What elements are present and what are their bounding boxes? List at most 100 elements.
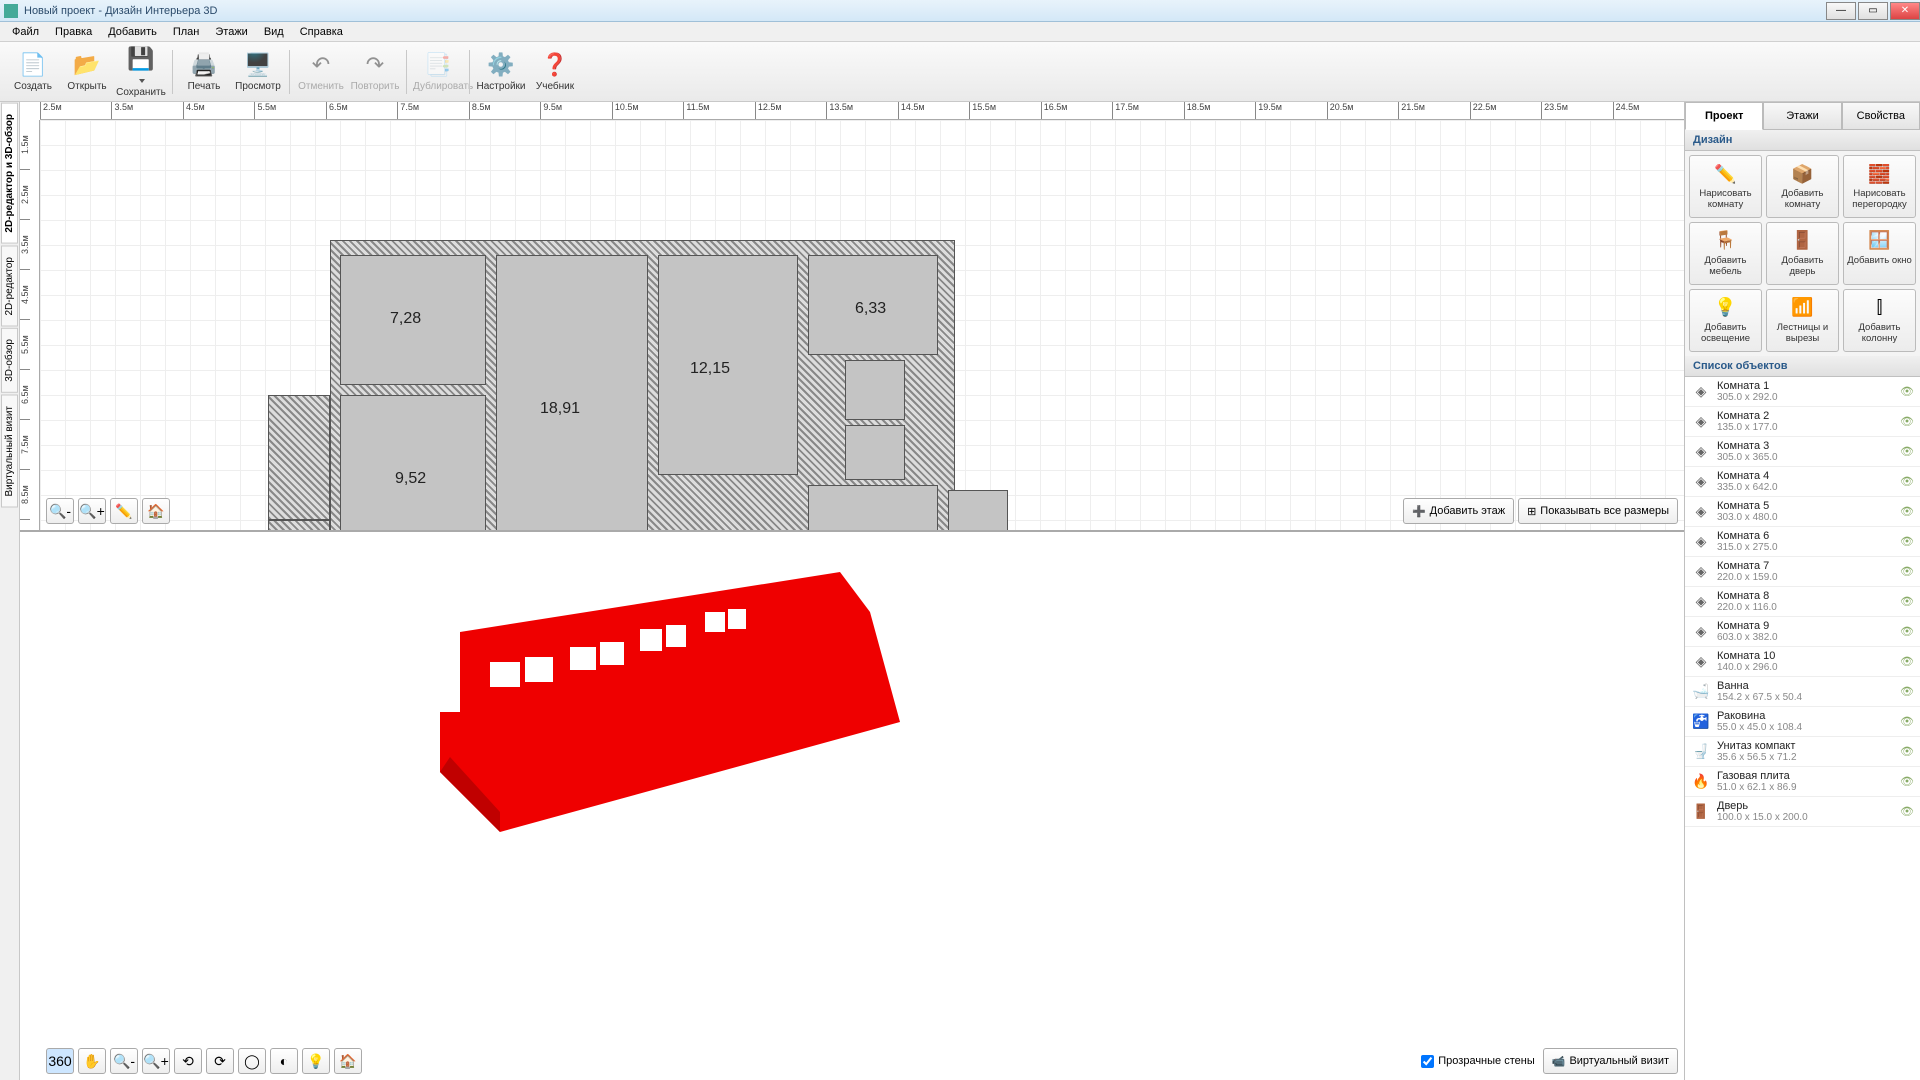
transparent-walls-input[interactable]: [1421, 1055, 1434, 1068]
zoom-out-3d-button[interactable]: 🔍-: [110, 1048, 138, 1074]
grid-canvas[interactable]: 7,2818,9112,156,339,52: [40, 120, 1684, 530]
object-row[interactable]: 🛁Ванна154.2 x 67.5 x 50.4👁: [1685, 677, 1920, 707]
menu-Вид[interactable]: Вид: [256, 24, 292, 40]
menu-План[interactable]: План: [165, 24, 208, 40]
room-area-label: 18,91: [540, 400, 580, 418]
visibility-icon[interactable]: 👁: [1900, 565, 1914, 578]
visibility-icon[interactable]: 👁: [1900, 475, 1914, 488]
room-5[interactable]: [340, 395, 486, 532]
object-row[interactable]: ◈Комната 1305.0 x 292.0👁: [1685, 377, 1920, 407]
virtual-visit-button[interactable]: 📹Виртуальный визит: [1543, 1048, 1678, 1074]
select-1-button[interactable]: ◯: [238, 1048, 266, 1074]
view-3d[interactable]: 360 ✋ 🔍- 🔍+ ⟲ ⟳ ◯ ◐ 💡 🏠 Прозрачные стены…: [20, 532, 1684, 1080]
object-row[interactable]: 🚽Унитаз компакт35.6 x 56.5 x 71.2👁: [1685, 737, 1920, 767]
toolbar-Настройки[interactable]: ⚙️Настройки: [474, 47, 528, 96]
toolbar-Печать[interactable]: 🖨️Печать: [177, 47, 231, 96]
zoom-out-button[interactable]: 🔍-: [46, 498, 74, 524]
rotate-right-button[interactable]: ⟳: [206, 1048, 234, 1074]
visibility-icon[interactable]: 👁: [1900, 415, 1914, 428]
design-btn-Нарисовать-перегородку[interactable]: 🧱Нарисовать перегородку: [1843, 155, 1916, 218]
object-row[interactable]: ◈Комната 9603.0 x 382.0👁: [1685, 617, 1920, 647]
visibility-icon[interactable]: 👁: [1900, 715, 1914, 728]
toolbar-Открыть[interactable]: 📂Открыть: [60, 47, 114, 96]
draw-button[interactable]: ✏️: [110, 498, 138, 524]
toolbar-Создать[interactable]: 📄Создать: [6, 47, 60, 96]
visibility-icon[interactable]: 👁: [1900, 655, 1914, 668]
view360-button[interactable]: 360: [46, 1048, 74, 1074]
visibility-icon[interactable]: 👁: [1900, 595, 1914, 608]
home-3d-button[interactable]: 🏠: [334, 1048, 362, 1074]
object-row[interactable]: ◈Комната 7220.0 x 159.0👁: [1685, 557, 1920, 587]
visibility-icon[interactable]: 👁: [1900, 685, 1914, 698]
panel-tab-Свойства[interactable]: Свойства: [1842, 102, 1920, 130]
right-panel: ПроектЭтажиСвойства Дизайн ✏️Нарисовать …: [1684, 102, 1920, 1080]
object-row[interactable]: ◈Комната 10140.0 x 296.0👁: [1685, 647, 1920, 677]
object-row[interactable]: ◈Комната 4335.0 x 642.0👁: [1685, 467, 1920, 497]
visibility-icon[interactable]: 👁: [1900, 385, 1914, 398]
room-7[interactable]: [845, 425, 905, 480]
show-sizes-button[interactable]: ⊞Показывать все размеры: [1518, 498, 1678, 524]
pan-button[interactable]: ✋: [78, 1048, 106, 1074]
panel-tab-Этажи[interactable]: Этажи: [1763, 102, 1841, 130]
design-btn-Добавить-окно[interactable]: 🪟Добавить окно: [1843, 222, 1916, 285]
visibility-icon[interactable]: 👁: [1900, 745, 1914, 758]
design-btn-Добавить-дверь[interactable]: 🚪Добавить дверь: [1766, 222, 1839, 285]
menu-Правка[interactable]: Правка: [47, 24, 100, 40]
rotate-left-button[interactable]: ⟲: [174, 1048, 202, 1074]
dropdown-arrow-icon[interactable]: [139, 79, 145, 83]
transparent-walls-checkbox[interactable]: Прозрачные стены: [1421, 1055, 1534, 1068]
side-tab-2[interactable]: 3D-обзор: [1, 328, 18, 393]
design-icon: 📶: [1789, 296, 1817, 320]
visibility-icon[interactable]: 👁: [1900, 775, 1914, 788]
visibility-icon[interactable]: 👁: [1900, 505, 1914, 518]
design-btn-Лестницы-и-вырезы[interactable]: 📶Лестницы и вырезы: [1766, 289, 1839, 352]
menu-Этажи[interactable]: Этажи: [207, 24, 255, 40]
balcony[interactable]: [268, 520, 330, 532]
object-row[interactable]: ◈Комната 5303.0 x 480.0👁: [1685, 497, 1920, 527]
object-row[interactable]: ◈Комната 2135.0 x 177.0👁: [1685, 407, 1920, 437]
visibility-icon[interactable]: 👁: [1900, 535, 1914, 548]
visibility-icon[interactable]: 👁: [1900, 445, 1914, 458]
side-tab-1[interactable]: 2D-редактор: [1, 246, 18, 327]
object-text: Комната 1305.0 x 292.0: [1717, 380, 1900, 403]
menu-Файл[interactable]: Файл: [4, 24, 47, 40]
close-button[interactable]: ✕: [1890, 2, 1920, 20]
room-6[interactable]: [845, 360, 905, 420]
design-btn-Нарисовать-комнату[interactable]: ✏️Нарисовать комнату: [1689, 155, 1762, 218]
balcony[interactable]: [268, 395, 330, 520]
object-text: Комната 3305.0 x 365.0: [1717, 440, 1900, 463]
toolbar-Учебник[interactable]: ❓Учебник: [528, 47, 582, 96]
menu-Справка[interactable]: Справка: [292, 24, 351, 40]
object-row[interactable]: 🚰Раковина55.0 x 45.0 x 108.4👁: [1685, 707, 1920, 737]
maximize-button[interactable]: ▭: [1858, 2, 1888, 20]
light-button[interactable]: 💡: [302, 1048, 330, 1074]
object-row[interactable]: 🚪Дверь100.0 x 15.0 x 200.0👁: [1685, 797, 1920, 827]
object-row[interactable]: 🔥Газовая плита51.0 x 62.1 x 86.9👁: [1685, 767, 1920, 797]
design-btn-Добавить-освещение[interactable]: 💡Добавить освещение: [1689, 289, 1762, 352]
zoom-in-3d-button[interactable]: 🔍+: [142, 1048, 170, 1074]
minimize-button[interactable]: —: [1826, 2, 1856, 20]
design-btn-Добавить-мебель[interactable]: 🪑Добавить мебель: [1689, 222, 1762, 285]
home-button[interactable]: 🏠: [142, 498, 170, 524]
panel-tab-Проект[interactable]: Проект: [1685, 102, 1763, 130]
room-8[interactable]: [808, 485, 938, 532]
add-floor-button[interactable]: ➕Добавить этаж: [1403, 498, 1514, 524]
room-2[interactable]: [496, 255, 648, 532]
object-dim: 305.0 x 292.0: [1717, 392, 1900, 403]
visibility-icon[interactable]: 👁: [1900, 805, 1914, 818]
side-tab-3[interactable]: Виртуальный визит: [1, 395, 18, 508]
select-2-button[interactable]: ◐: [270, 1048, 298, 1074]
design-btn-Добавить-комнату[interactable]: 📦Добавить комнату: [1766, 155, 1839, 218]
view-2d[interactable]: 2.5м3.5м4.5м5.5м6.5м7.5м8.5м9.5м10.5м11.…: [20, 102, 1684, 532]
room-9[interactable]: [948, 490, 1008, 532]
design-btn-Добавить-колонну[interactable]: ⫿Добавить колонну: [1843, 289, 1916, 352]
visibility-icon[interactable]: 👁: [1900, 625, 1914, 638]
menu-Добавить[interactable]: Добавить: [100, 24, 165, 40]
object-row[interactable]: ◈Комната 3305.0 x 365.0👁: [1685, 437, 1920, 467]
toolbar-Сохранить[interactable]: 💾Сохранить: [114, 41, 168, 102]
toolbar-Просмотр[interactable]: 🖥️Просмотр: [231, 47, 285, 96]
side-tab-0[interactable]: 2D-редактор и 3D-обзор: [1, 103, 18, 244]
object-row[interactable]: ◈Комната 8220.0 x 116.0👁: [1685, 587, 1920, 617]
object-row[interactable]: ◈Комната 6315.0 x 275.0👁: [1685, 527, 1920, 557]
zoom-in-button[interactable]: 🔍+: [78, 498, 106, 524]
